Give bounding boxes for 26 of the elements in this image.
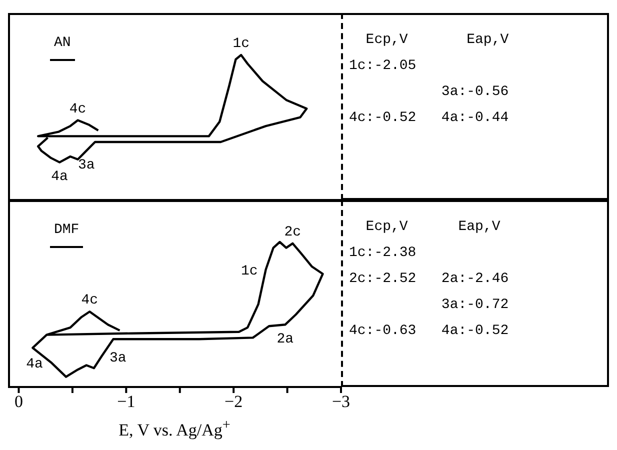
x-tick-label: −3 <box>332 392 350 412</box>
text: Ecp,V Eap,V <box>364 218 502 237</box>
x-tick-label: −1 <box>117 392 136 412</box>
annotation: 3a <box>109 350 126 367</box>
annotation: 2c <box>284 224 302 240</box>
annotation: 3a <box>78 158 95 174</box>
text: 1c:-2.38 <box>349 244 418 263</box>
annotation: 2a <box>276 332 294 348</box>
text: 4c:-0.52 4a:-0.44 <box>349 109 510 128</box>
annotation: 1c <box>240 264 258 280</box>
text: 3a:-0.72 <box>440 296 510 315</box>
text: 2c:-2.52 2a:-2.46 <box>349 270 510 289</box>
annotation: 4c <box>81 292 98 309</box>
annotation: 4a <box>26 356 43 372</box>
text: 1c:-2.05 <box>349 57 418 76</box>
text: DMF <box>50 222 84 248</box>
x-axis-title: E, V vs. Ag/Ag$^{+}$ <box>118 417 232 441</box>
x-tick-label: 0 <box>14 392 23 412</box>
text: Ecp,V Eap,V <box>364 31 510 50</box>
annotation: 4c <box>69 101 86 118</box>
x-tick-label: −2 <box>224 392 243 412</box>
text: 4c:-0.63 4a:-0.52 <box>349 322 510 341</box>
text: 3a:-0.56 <box>440 83 510 102</box>
annotation: 4a <box>51 169 68 186</box>
text: AN <box>50 35 75 61</box>
annotation: 1c <box>232 36 250 52</box>
